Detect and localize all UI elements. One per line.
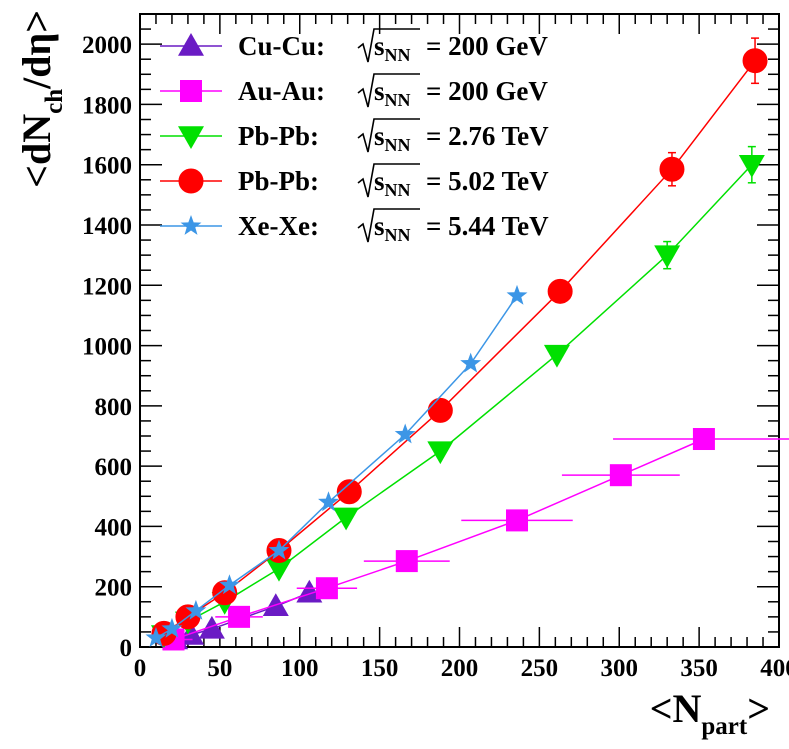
y-tick-label: 2000: [82, 32, 132, 59]
y-tick-label: 1000: [82, 334, 132, 361]
legend-entry: Pb-Pb: sNN = 5.02 TeV: [160, 163, 549, 200]
data-point: [228, 605, 251, 628]
x-tick-label: 200: [441, 655, 479, 682]
data-point: [219, 574, 240, 595]
y-tick-label: 0: [120, 635, 133, 662]
y-axis-title: <dNch/dη>: [14, 10, 68, 188]
legend-energy-value: = 200 GeV: [426, 31, 548, 61]
data-point: [265, 558, 292, 582]
legend-series-name: Cu-Cu:: [238, 31, 325, 61]
data-point: [654, 245, 681, 269]
data-point: [394, 423, 416, 444]
data-point: [268, 539, 290, 560]
legend-series-name: Au-Au:: [238, 76, 325, 106]
legend-energy-symbol: sNN: [374, 76, 411, 110]
y-tick-label: 1200: [82, 273, 132, 300]
legend-sqrt-sign: [357, 28, 420, 63]
data-point: [198, 615, 225, 639]
legend-sqrt-sign: [357, 73, 420, 108]
legend-marker: [178, 33, 204, 56]
legend-series-name: Pb-Pb:: [238, 166, 319, 196]
plot-frame: [139, 13, 780, 648]
legend-series-name: Pb-Pb:: [238, 121, 319, 151]
data-point: [395, 550, 418, 573]
series-4: [145, 284, 528, 647]
legend-sqrt-sign: [357, 208, 420, 243]
y-tick-label: 1400: [82, 213, 132, 240]
series-1: [154, 428, 789, 651]
legend-energy-symbol: sNN: [374, 121, 411, 155]
data-point: [547, 278, 573, 304]
legend-energy-value: = 200 GeV: [426, 76, 548, 106]
data-point: [336, 479, 362, 505]
data-point: [692, 428, 715, 451]
x-tick-label: 300: [601, 655, 639, 682]
x-tick-label: 50: [207, 655, 232, 682]
data-point: [506, 284, 528, 305]
data-point: [318, 491, 339, 512]
legend-sqrt-sign: [357, 118, 420, 153]
legend-entry: Pb-Pb: sNN = 2.76 TeV: [160, 118, 549, 155]
data-point: [315, 577, 338, 600]
x-tick-label: 400: [760, 655, 789, 682]
x-tick-label: 350: [680, 655, 718, 682]
y-tick-label: 200: [95, 575, 133, 602]
data-point: [161, 617, 183, 638]
legend-marker: [178, 126, 204, 149]
y-tick-label: 1800: [82, 92, 132, 119]
legend-energy-value: = 5.02 TeV: [426, 166, 549, 196]
legend-series-name: Xe-Xe:: [238, 211, 319, 241]
data-point: [659, 156, 685, 182]
data-point: [185, 599, 207, 620]
data-point: [738, 154, 765, 178]
data-point: [460, 352, 482, 373]
data-point: [427, 441, 454, 465]
x-axis-title: <Npart>: [650, 686, 770, 740]
legend-energy-symbol: sNN: [374, 166, 411, 200]
y-tick-label: 400: [95, 514, 133, 541]
legend-energy-value: = 2.76 TeV: [426, 121, 549, 151]
x-tick-label: 150: [361, 655, 399, 682]
x-tick-label: 100: [281, 655, 319, 682]
data-point: [427, 397, 453, 423]
x-tick-label: 0: [134, 655, 147, 682]
legend-sqrt-sign: [357, 163, 420, 198]
legend-entry: Cu-Cu: sNN = 200 GeV: [160, 28, 548, 65]
legend-energy-symbol: sNN: [374, 31, 411, 65]
data-point: [506, 509, 529, 532]
legend-energy-value: = 5.44 TeV: [426, 211, 549, 241]
data-point: [333, 507, 360, 531]
legend-entry: Au-Au: sNN = 200 GeV: [160, 73, 548, 110]
legend-entry: Xe-Xe: sNN = 5.44 TeV: [160, 208, 549, 245]
data-point: [145, 626, 167, 647]
data-point: [543, 344, 570, 368]
legend-energy-symbol: sNN: [374, 211, 411, 245]
y-tick-label: 600: [95, 454, 133, 481]
data-point: [742, 48, 768, 74]
data-point: [609, 464, 632, 487]
legend-marker: [180, 80, 202, 102]
legend-marker: [180, 215, 202, 235]
y-tick-label: 1600: [82, 153, 132, 180]
x-tick-label: 250: [521, 655, 559, 682]
y-tick-label: 800: [95, 394, 133, 421]
legend-marker: [178, 168, 204, 194]
